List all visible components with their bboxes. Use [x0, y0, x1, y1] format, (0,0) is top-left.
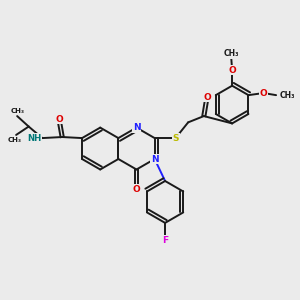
- Text: CH₃: CH₃: [10, 108, 24, 114]
- Text: O: O: [228, 65, 236, 74]
- Text: N: N: [133, 123, 140, 132]
- Text: O: O: [260, 88, 267, 98]
- Text: S: S: [172, 134, 179, 142]
- Text: CH₃: CH₃: [8, 137, 22, 143]
- Text: F: F: [162, 236, 168, 245]
- Text: O: O: [55, 115, 63, 124]
- Text: O: O: [133, 185, 140, 194]
- Text: CH₃: CH₃: [223, 50, 239, 58]
- Text: NH: NH: [28, 134, 42, 142]
- Text: CH₃: CH₃: [280, 91, 295, 100]
- Text: N: N: [151, 154, 158, 164]
- Text: O: O: [203, 93, 211, 102]
